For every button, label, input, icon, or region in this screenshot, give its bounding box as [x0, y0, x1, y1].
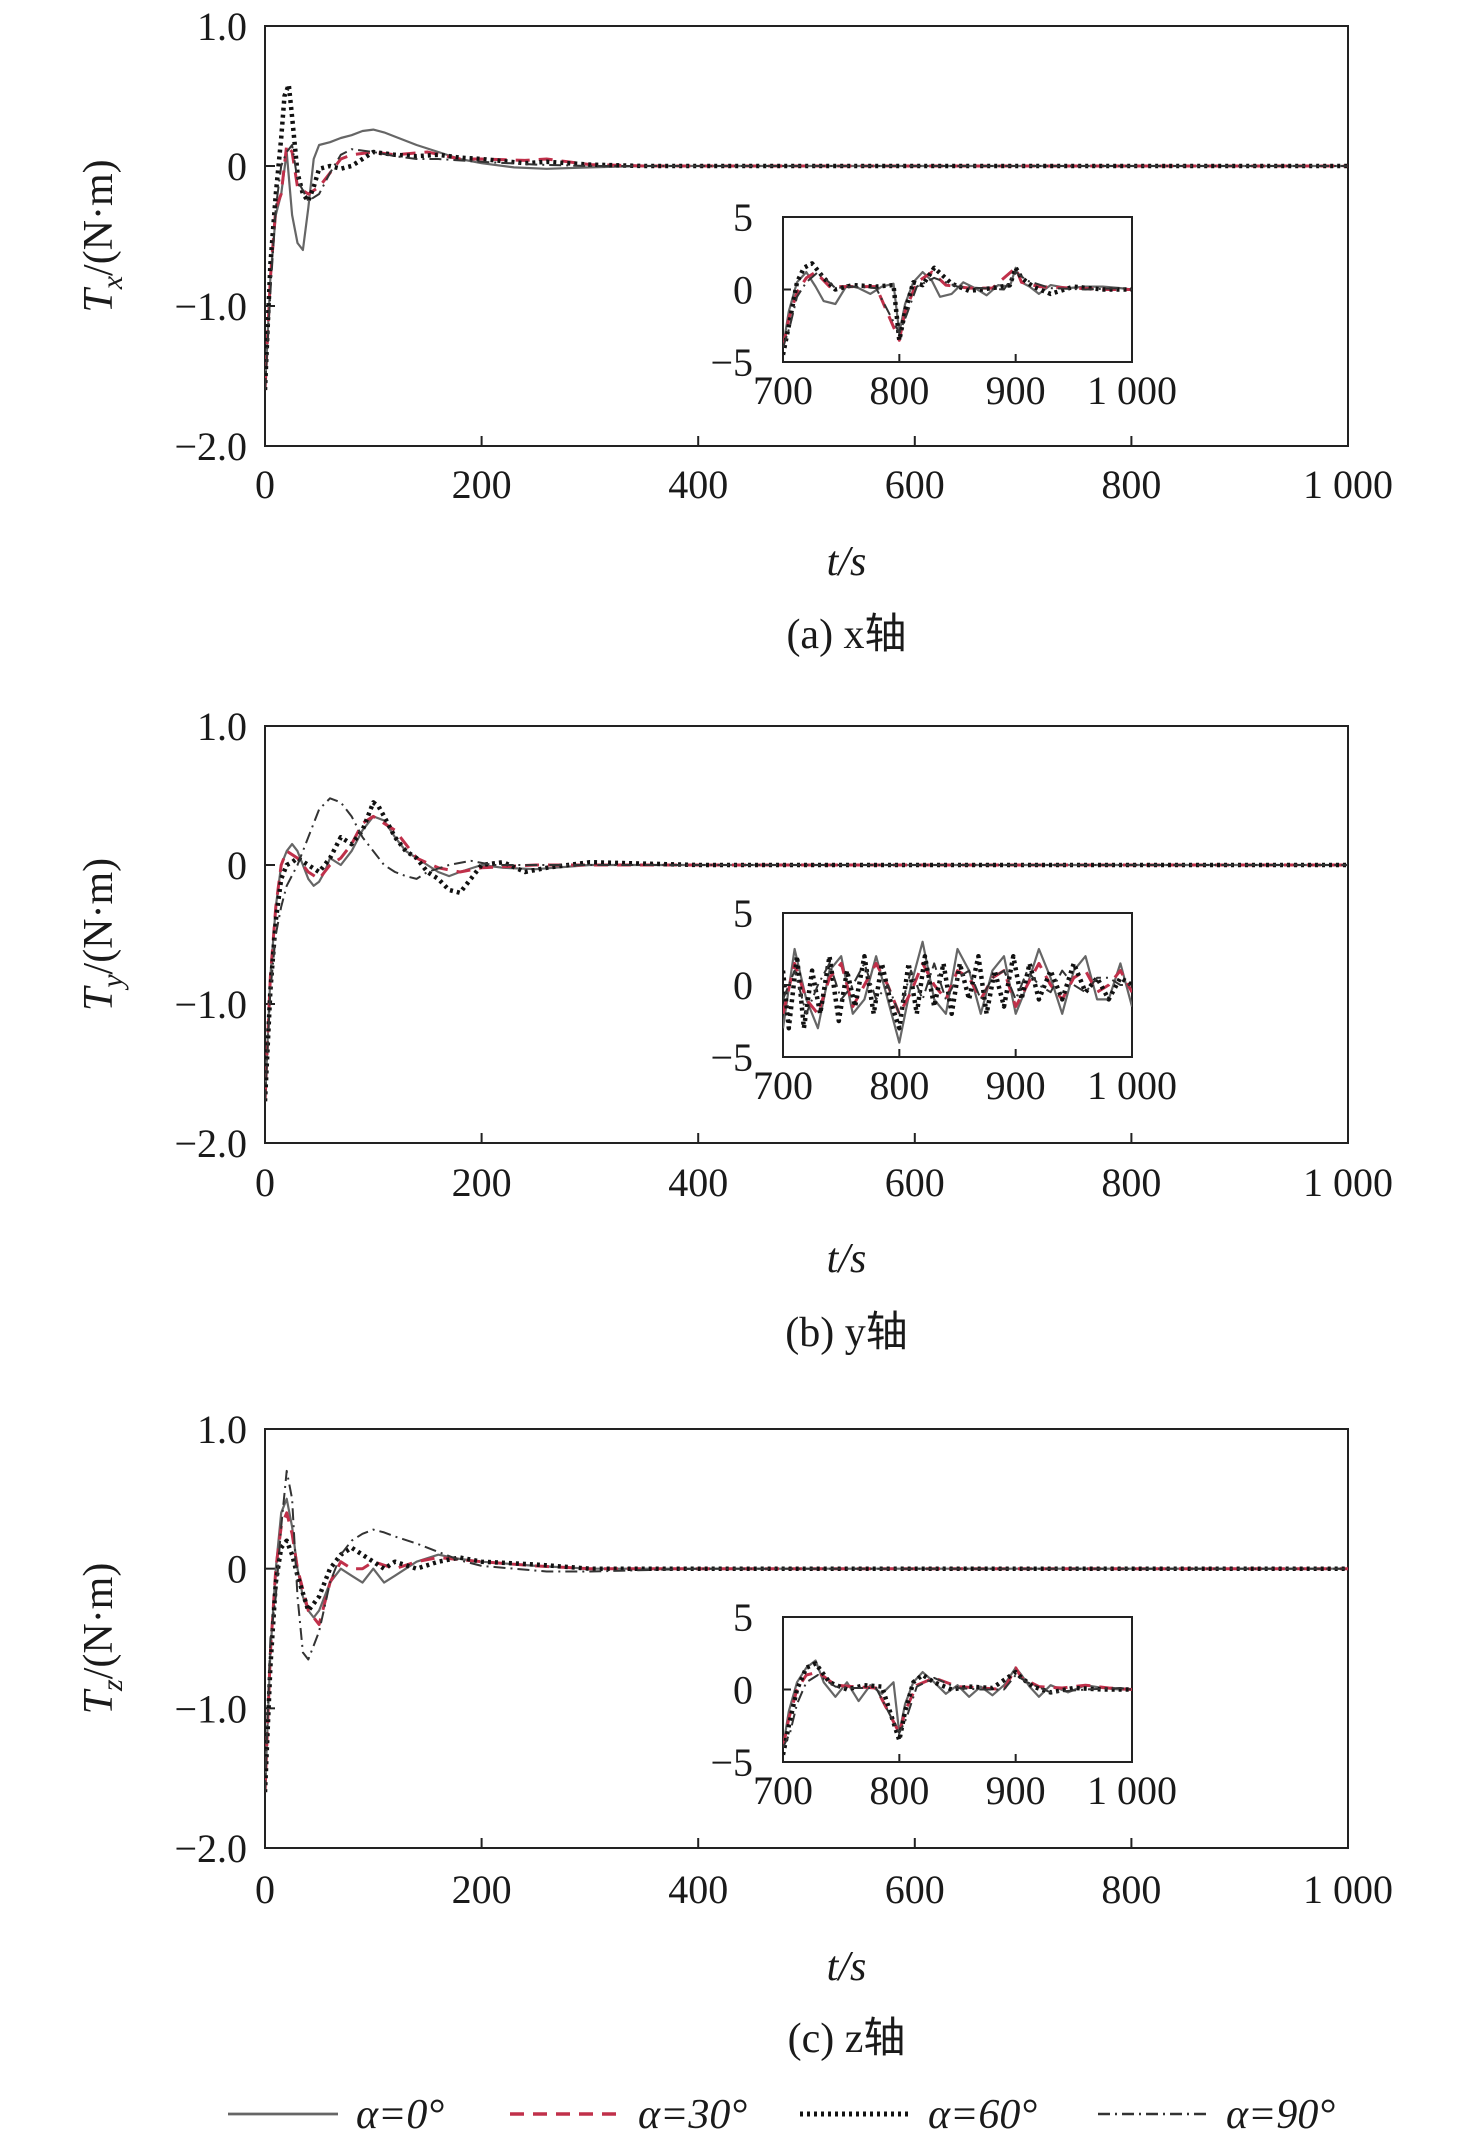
main-series-2 — [265, 143, 1348, 391]
x-tick-label: 400 — [668, 1160, 728, 1205]
main-series-4 — [265, 1469, 1348, 1793]
inset-x-tick-label: 800 — [869, 368, 929, 413]
inset-x-tick-label: 1 000 — [1087, 1768, 1177, 1813]
inset-y-tick-label: 5 — [733, 1595, 753, 1640]
x-tick-label: 0 — [255, 1867, 275, 1912]
inset-series-3 — [783, 261, 1132, 356]
y-tick-label: −2.0 — [174, 1121, 247, 1166]
inset-series-1 — [783, 1659, 1132, 1748]
legend-label: α=30° — [638, 2092, 747, 2138]
inset-y-tick-label: 5 — [733, 195, 753, 240]
inset-x-tick-label: 1 000 — [1087, 368, 1177, 413]
y-axis-label: Tx/(N·m) — [76, 159, 129, 312]
x-tick-label: 800 — [1101, 462, 1161, 507]
x-tick-label: 600 — [885, 1867, 945, 1912]
inset-series-2 — [783, 961, 1132, 1016]
y-axis-label: Tz/(N·m) — [76, 1563, 129, 1715]
plot-frame — [264, 1428, 1349, 1849]
x-tick-label: 400 — [668, 462, 728, 507]
y-tick-label: −1.0 — [174, 1686, 247, 1731]
inset-x-tick-label: 1 000 — [1087, 1063, 1177, 1108]
main-series-4 — [265, 797, 1348, 1102]
y-axis-label: Ty/(N·m) — [76, 858, 129, 1011]
y-tick-label: 1.0 — [197, 704, 247, 749]
x-axis-label: t/s — [827, 1944, 867, 1990]
x-tick-label: 1 000 — [1303, 1867, 1393, 1912]
y-label-subscript: y — [96, 974, 129, 991]
main-series-2 — [265, 1511, 1348, 1793]
inset-x-tick-label: 800 — [869, 1063, 929, 1108]
inset-series-2 — [783, 266, 1132, 348]
y-tick-label: 0 — [227, 843, 247, 888]
panel-caption: (b) y轴 — [785, 1310, 907, 1356]
x-tick-label: 1 000 — [1303, 1160, 1393, 1205]
y-label-unit: /(N·m) — [76, 858, 122, 975]
y-tick-label: −1.0 — [174, 284, 247, 329]
inset-series-1 — [783, 940, 1132, 1044]
y-label-symbol: T — [76, 1688, 122, 1714]
inset-y-tick-label: 0 — [733, 268, 753, 313]
inset-x-tick-label: 900 — [986, 368, 1046, 413]
inset-x-tick-label: 900 — [986, 1063, 1046, 1108]
panel-caption: (c) z轴 — [788, 2016, 906, 2062]
plot-frame — [264, 25, 1349, 447]
inset-x-tick-label: 700 — [753, 368, 813, 413]
main-series-4 — [265, 144, 1348, 391]
x-tick-label: 800 — [1101, 1867, 1161, 1912]
inset-x-tick-label: 800 — [869, 1768, 929, 1813]
legend-label: α=0° — [356, 2092, 444, 2138]
x-tick-label: 600 — [885, 462, 945, 507]
inset-series-3 — [783, 1661, 1132, 1756]
y-label-unit: /(N·m) — [76, 159, 122, 276]
x-tick-label: 600 — [885, 1160, 945, 1205]
inset-series-4 — [783, 962, 1132, 1015]
inset-series-2 — [783, 1666, 1132, 1748]
plot-frame — [264, 725, 1349, 1144]
x-tick-label: 0 — [255, 1160, 275, 1205]
legend-label: α=60° — [928, 2092, 1037, 2138]
panel-3: 0 200 400 600 800 1 000 −2.0 −1.0 0 1.0 Tz/(N·m) t/… — [76, 1407, 1393, 2062]
y-tick-label: −2.0 — [174, 1826, 247, 1871]
y-tick-label: 0 — [227, 1547, 247, 1592]
y-tick-label: −1.0 — [174, 982, 247, 1027]
y-tick-label: 1.0 — [197, 1407, 247, 1452]
inset-y-tick-label: 0 — [733, 1668, 753, 1713]
panel-caption: (a) x轴 — [786, 612, 906, 658]
y-label-symbol: T — [76, 287, 122, 313]
inset-y-tick-label: −5 — [710, 1035, 753, 1080]
legend-label: α=90° — [1226, 2092, 1335, 2138]
y-tick-label: 1.0 — [197, 4, 247, 49]
y-label-subscript: x — [96, 275, 129, 290]
x-tick-label: 200 — [452, 462, 512, 507]
y-label-unit: /(N·m) — [76, 1563, 122, 1680]
inset-x-tick-label: 700 — [753, 1768, 813, 1813]
y-tick-label: −2.0 — [174, 424, 247, 469]
x-tick-label: 800 — [1101, 1160, 1161, 1205]
inset-3: 700 800 900 1 000 −5 0 5 — [710, 1595, 1177, 1813]
inset-2: 700 800 900 1 000 −5 0 5 — [710, 891, 1177, 1108]
x-axis-label: t/s — [827, 539, 867, 585]
inset-x-tick-label: 900 — [986, 1768, 1046, 1813]
y-tick-label: 0 — [227, 144, 247, 189]
inset-series-4 — [783, 1674, 1132, 1748]
x-tick-label: 1 000 — [1303, 462, 1393, 507]
panel-2: 0 200 400 600 800 1 000 −2.0 −1.0 0 1.0 Ty/(N·m) t/… — [76, 704, 1393, 1356]
x-tick-label: 400 — [668, 1867, 728, 1912]
x-tick-label: 0 — [255, 462, 275, 507]
y-label-symbol: T — [76, 985, 122, 1011]
inset-1: 700 800 900 1 000 −5 0 5 — [710, 195, 1177, 413]
x-tick-label: 200 — [452, 1867, 512, 1912]
inset-y-tick-label: −5 — [710, 340, 753, 385]
x-axis-label: t/s — [827, 1236, 867, 1282]
panel-1: 0 200 400 600 800 1 000 −2.0 −1.0 0 1.0 Tx/(N·m) t/… — [76, 4, 1393, 658]
legend: α=0° α=30° α=60° α=90° — [228, 2092, 1335, 2138]
y-label-subscript: z — [96, 1679, 129, 1692]
inset-x-tick-label: 700 — [753, 1063, 813, 1108]
inset-y-tick-label: 0 — [733, 963, 753, 1008]
inset-y-tick-label: −5 — [710, 1740, 753, 1785]
inset-series-4 — [783, 271, 1132, 348]
inset-y-tick-label: 5 — [733, 891, 753, 936]
x-tick-label: 200 — [452, 1160, 512, 1205]
